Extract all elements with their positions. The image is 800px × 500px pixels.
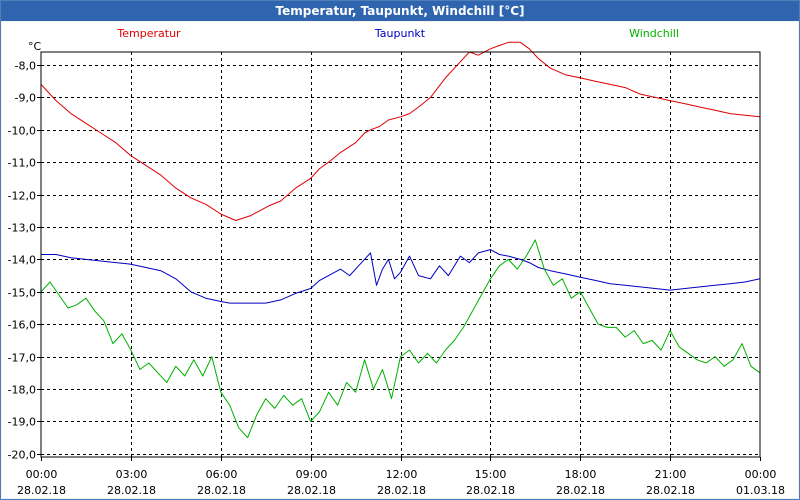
x-tick-time-label: 21:00: [655, 468, 687, 481]
plot-panel: Temperatur Taupunkt Windchill -8,0 -9,0 -10,…: [2, 22, 798, 498]
x-tick-time-label: 06:00: [206, 468, 238, 481]
line-chart: Temperatur Taupunkt Windchill -8,0 -9,0 -10,…: [8, 27, 785, 497]
y-tick-label: -8,0: [15, 60, 36, 73]
x-tick-date-label: 28.02.18: [377, 484, 426, 497]
axes: -8,0 -9,0 -10,0 -11,0 -12,0 -13,0 -14,0 -15,0 -1…: [8, 40, 785, 497]
series-lines: [40, 41, 761, 439]
y-tick-label: -13,0: [8, 222, 36, 235]
y-tick-label: -11,0: [8, 157, 36, 170]
x-tick-time-label: 09:00: [296, 468, 328, 481]
x-tick-time-label: 03:00: [116, 468, 148, 481]
y-tick-label: -17,0: [8, 352, 36, 365]
legend-item-taupunkt: Taupunkt: [374, 27, 426, 40]
legend-item-windchill: Windchill: [629, 27, 679, 40]
y-tick-label: -9,0: [15, 92, 36, 105]
x-tick-date-label: 28.02.18: [197, 484, 246, 497]
x-tick-date-label: 28.02.18: [556, 484, 605, 497]
x-tick-date-label: 28.02.18: [287, 484, 336, 497]
x-tick-time-label: 18:00: [565, 468, 597, 481]
y-tick-label: -15,0: [8, 287, 36, 300]
legend-item-temperatur: Temperatur: [116, 27, 181, 40]
y-tick-label: -14,0: [8, 254, 36, 267]
x-tick-date-label: 01.03.18: [736, 484, 785, 497]
x-tick-date-label: 28.02.18: [646, 484, 695, 497]
x-tick-date-label: 28.02.18: [107, 484, 156, 497]
x-tick-time-label: 00:00: [26, 468, 58, 481]
series-line-taupunkt: [41, 249, 761, 304]
window-title: Temperatur, Taupunkt, Windchill [°C]: [1, 1, 799, 21]
x-tick-time-label: 12:00: [386, 468, 418, 481]
y-tick-label: -16,0: [8, 319, 36, 332]
y-tick-label: -10,0: [8, 125, 36, 138]
x-tick-time-label: 15:00: [475, 468, 507, 481]
grid: [41, 52, 760, 457]
legend: Temperatur Taupunkt Windchill: [116, 27, 679, 40]
y-unit-label: °C: [28, 40, 42, 53]
y-tick-label: -19,0: [8, 416, 36, 429]
y-tick-label: -20,0: [8, 449, 36, 462]
series-line-windchill: [40, 239, 761, 439]
x-tick-date-label: 28.02.18: [466, 484, 515, 497]
plot-frame: [40, 51, 761, 458]
series-line-temperatur: [40, 41, 761, 221]
x-tick-time-label: 00:00: [745, 468, 777, 481]
y-tick-label: -12,0: [8, 190, 36, 203]
y-tick-label: -18,0: [8, 384, 36, 397]
x-tick-date-label: 28.02.18: [17, 484, 66, 497]
